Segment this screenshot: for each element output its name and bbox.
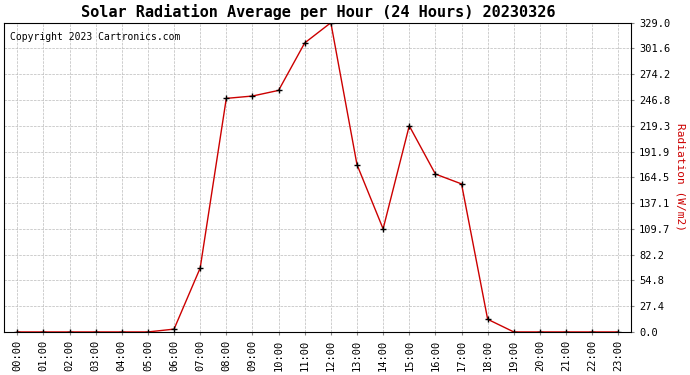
Y-axis label: Radiation (W/m2): Radiation (W/m2) xyxy=(676,123,686,231)
Title: Solar Radiation Average per Hour (24 Hours) 20230326: Solar Radiation Average per Hour (24 Hou… xyxy=(81,4,555,20)
Text: Copyright 2023 Cartronics.com: Copyright 2023 Cartronics.com xyxy=(10,32,181,42)
